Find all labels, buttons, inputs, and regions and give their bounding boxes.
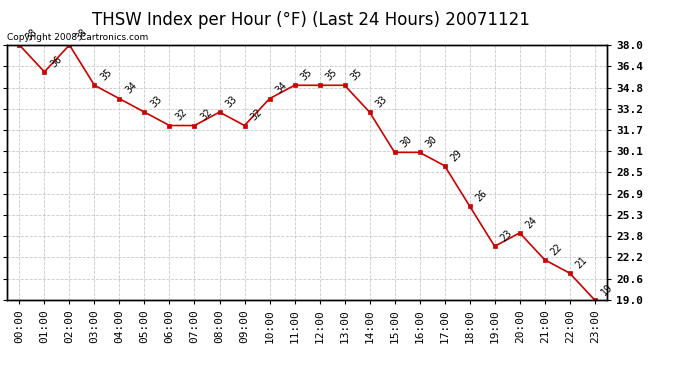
Text: 24: 24	[524, 215, 539, 230]
Text: 34: 34	[274, 81, 289, 96]
Text: 23: 23	[499, 228, 514, 243]
Text: 38: 38	[23, 27, 39, 42]
Text: 38: 38	[74, 27, 89, 42]
Text: 36: 36	[48, 54, 64, 69]
Text: 19: 19	[599, 282, 614, 297]
Text: 35: 35	[348, 67, 364, 82]
Text: 29: 29	[448, 148, 464, 163]
Text: 35: 35	[324, 67, 339, 82]
Text: 30: 30	[424, 134, 439, 150]
Text: 32: 32	[248, 107, 264, 123]
Text: Copyright 2008 Cartronics.com: Copyright 2008 Cartronics.com	[7, 33, 148, 42]
Text: 21: 21	[574, 255, 589, 270]
Text: 35: 35	[299, 67, 314, 82]
Text: 30: 30	[399, 134, 414, 150]
Text: THSW Index per Hour (°F) (Last 24 Hours) 20071121: THSW Index per Hour (°F) (Last 24 Hours)…	[92, 11, 529, 29]
Text: 26: 26	[474, 188, 489, 203]
Text: 22: 22	[549, 242, 564, 257]
Text: 34: 34	[124, 81, 139, 96]
Text: 32: 32	[174, 107, 189, 123]
Text: 32: 32	[199, 107, 214, 123]
Text: 33: 33	[148, 94, 164, 110]
Text: 33: 33	[224, 94, 239, 110]
Text: 33: 33	[374, 94, 389, 110]
Text: 35: 35	[99, 67, 114, 82]
